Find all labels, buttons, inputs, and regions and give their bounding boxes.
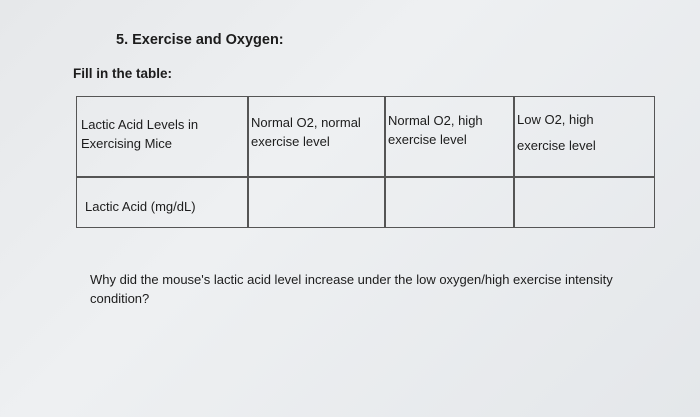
- data-table: Lactic Acid Levels in Exercising Mice No…: [76, 96, 655, 228]
- question-text: Why did the mouse's lactic acid level in…: [90, 272, 613, 306]
- column-divider: [247, 97, 249, 227]
- instruction: Fill in the table:: [73, 66, 173, 81]
- row-label: Lactic Acid (mg/dL): [85, 199, 196, 214]
- header-cell: Low O2, high exercise level: [517, 112, 596, 153]
- answer-cell[interactable]: [251, 181, 381, 225]
- section-heading: 5. Exercise and Oxygen:: [116, 32, 284, 48]
- column-divider: [513, 97, 515, 227]
- header-cell: Lactic Acid Levels in Exercising Mice: [81, 117, 199, 151]
- answer-cell[interactable]: [388, 181, 510, 225]
- row-divider: [77, 176, 654, 178]
- header-cell: Normal O2, high exercise level: [388, 113, 483, 147]
- answer-cell[interactable]: [517, 181, 653, 225]
- column-divider: [384, 97, 386, 227]
- header-cell: Normal O2, normal exercise level: [251, 115, 361, 149]
